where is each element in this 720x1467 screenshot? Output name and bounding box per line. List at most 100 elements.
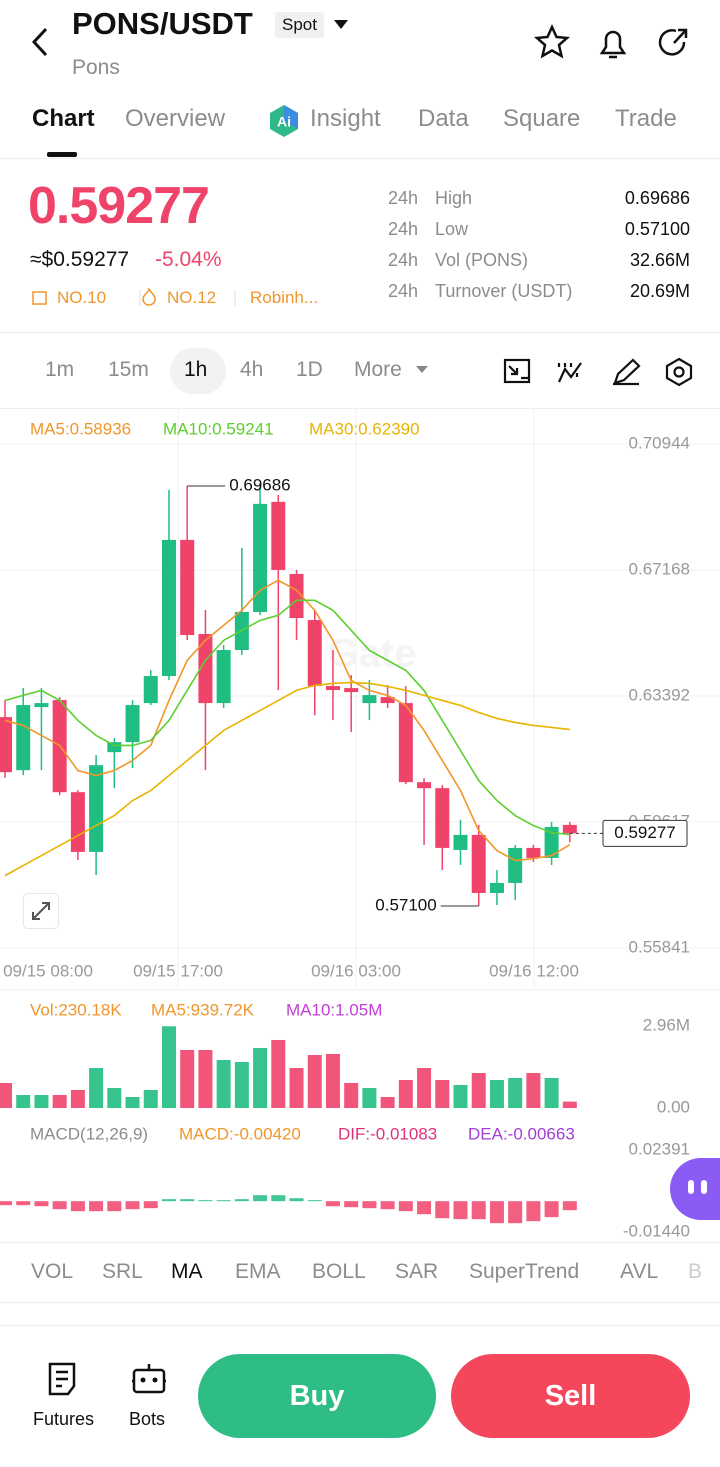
tab[interactable]: Insight xyxy=(310,105,381,132)
tag-icons xyxy=(32,288,236,306)
stat-label: High xyxy=(435,188,473,208)
legend-entry: Vol:230.18K xyxy=(30,1000,122,1019)
macd-bar xyxy=(489,1201,504,1224)
candle-body xyxy=(161,539,176,677)
timeframe[interactable]: 15m xyxy=(108,358,149,381)
tab[interactable]: Trade xyxy=(615,105,677,132)
x-tick-label: 09/16 12:00 xyxy=(489,961,579,980)
timeframe[interactable]: 1h xyxy=(184,358,208,381)
volume-bar xyxy=(435,1080,450,1108)
hot-tag[interactable]: NO.12 xyxy=(167,288,217,307)
candle-body xyxy=(107,742,122,753)
pair-title: PONS/USDT xyxy=(72,6,253,41)
futures-label[interactable]: Futures xyxy=(33,1409,95,1429)
macd-bar xyxy=(344,1201,359,1208)
annotation-label: 0.57100 xyxy=(375,895,436,914)
timeframe[interactable]: 1D xyxy=(296,358,323,381)
macd-bar xyxy=(70,1201,85,1212)
stat-label: Low xyxy=(435,219,469,239)
tab[interactable]: Data xyxy=(418,105,469,132)
volume-bar xyxy=(107,1087,122,1108)
tab[interactable]: Square xyxy=(503,105,581,132)
volume-bar xyxy=(143,1089,158,1108)
candle-body xyxy=(380,697,395,704)
buy-button[interactable]: Buy xyxy=(198,1354,436,1438)
indicator[interactable]: BOLL xyxy=(312,1260,366,1283)
candle-body xyxy=(544,826,559,858)
dropdown-icon[interactable] xyxy=(334,20,348,30)
assistant-bubble[interactable] xyxy=(670,1158,720,1220)
tab[interactable]: Chart xyxy=(32,105,95,132)
candle-body xyxy=(125,705,140,743)
candle-body xyxy=(417,782,432,789)
sector-tag[interactable]: Robinh... xyxy=(250,288,319,307)
dropdown-icon[interactable] xyxy=(416,366,428,374)
candle-body xyxy=(398,703,413,783)
candle-body xyxy=(289,573,304,618)
price-change: -5.04% xyxy=(155,248,222,271)
divider xyxy=(0,332,720,333)
candle-body xyxy=(271,501,286,570)
fullscreen-button[interactable] xyxy=(23,893,59,929)
indicator[interactable]: EMA xyxy=(235,1260,281,1283)
indicator[interactable]: B xyxy=(688,1260,703,1283)
macd-bar xyxy=(562,1201,577,1211)
stat-value: 20.69M xyxy=(629,281,690,301)
indicator[interactable]: SuperTrend xyxy=(469,1260,580,1283)
volume-bar xyxy=(0,1083,12,1108)
tab[interactable]: Overview xyxy=(125,105,226,132)
indicator[interactable]: VOL xyxy=(31,1260,74,1283)
sell-button[interactable]: Sell xyxy=(451,1354,690,1438)
volume-bar xyxy=(526,1073,541,1108)
indicator[interactable]: AVL xyxy=(620,1260,659,1283)
header-icons[interactable] xyxy=(534,24,694,62)
volume-bar xyxy=(216,1059,231,1108)
rank-tag[interactable]: NO.10 xyxy=(57,288,107,307)
stat-period: 24h xyxy=(388,219,419,239)
legend-entry: MA5:0.58936 xyxy=(30,419,131,438)
volume-bar xyxy=(52,1095,67,1108)
candle-body xyxy=(16,705,31,771)
bots-label[interactable]: Bots xyxy=(129,1409,166,1429)
stat-period: 24h xyxy=(388,250,419,270)
volume-bar xyxy=(544,1077,559,1108)
indicator[interactable]: SRL xyxy=(102,1260,143,1283)
macd-bar xyxy=(0,1201,12,1206)
ma-line xyxy=(4,599,570,836)
timeframe[interactable]: 1m xyxy=(45,358,75,381)
macd-bar xyxy=(253,1195,268,1202)
volume-bar xyxy=(253,1047,268,1108)
timeframe[interactable]: More xyxy=(354,358,402,381)
candle-body xyxy=(362,695,377,704)
macd-bar xyxy=(417,1201,432,1215)
y-tick-label: 0.70944 xyxy=(629,433,690,452)
stat-period: 24h xyxy=(388,281,419,301)
volume-bar xyxy=(161,1026,176,1108)
indicator[interactable]: SAR xyxy=(395,1260,439,1283)
legend-entry: MACD(12,26,9) xyxy=(30,1124,148,1143)
timeframe-selected-bg xyxy=(170,348,226,394)
legend-entry: MACD:-0.00420 xyxy=(179,1124,301,1143)
volume-bar xyxy=(234,1062,249,1108)
macd-bar xyxy=(544,1201,559,1218)
back-button[interactable] xyxy=(28,26,52,58)
candle-body xyxy=(325,686,340,691)
candle-body xyxy=(34,703,49,708)
stat-label: Vol (PONS) xyxy=(435,250,529,270)
candle-body xyxy=(143,676,158,704)
x-tick-label: 09/16 03:00 xyxy=(311,961,401,980)
indicator[interactable]: MA xyxy=(171,1260,203,1283)
volume-bar xyxy=(489,1080,504,1108)
candle-body xyxy=(471,834,486,893)
chart-tools[interactable] xyxy=(503,357,695,387)
market-badge[interactable]: Spot xyxy=(275,12,324,38)
volume-bar xyxy=(89,1067,104,1108)
volume-bar xyxy=(70,1089,85,1108)
y-tick-label: 2.96M xyxy=(643,1015,690,1034)
timeframe[interactable]: 4h xyxy=(240,358,264,381)
kline-chart: Gate 0.709440.671680.633920.596170.55841… xyxy=(0,408,720,1240)
macd-bar xyxy=(52,1201,67,1210)
volume-bar xyxy=(307,1055,322,1108)
legend-entry: MA5:939.72K xyxy=(151,1000,255,1019)
